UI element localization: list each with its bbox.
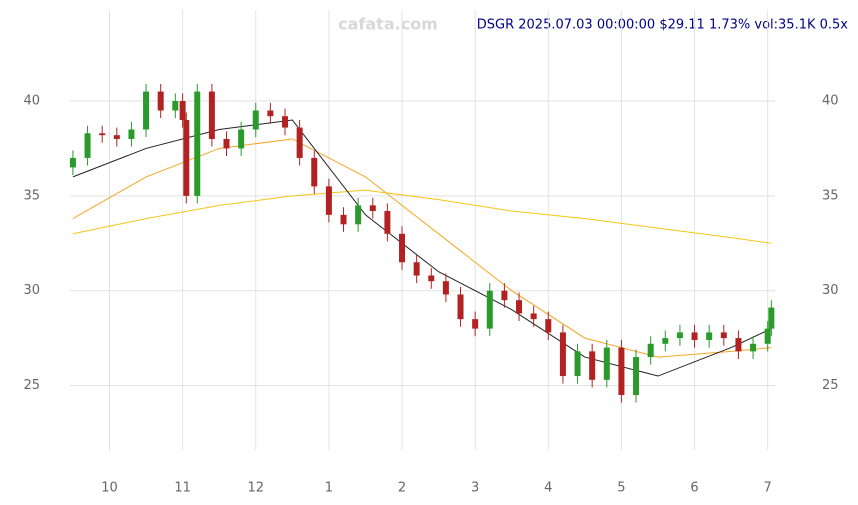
candle-body <box>369 205 376 212</box>
candle-body <box>442 281 449 295</box>
candle-body <box>238 129 245 149</box>
x-tick-label: 7 <box>764 481 772 496</box>
candle-body <box>99 133 106 136</box>
candle-body <box>384 211 391 234</box>
x-tick-label: 4 <box>544 481 552 496</box>
candle-body <box>764 328 771 344</box>
candle-body <box>340 214 347 225</box>
y-tick-label: 40 <box>23 94 40 109</box>
candle-body <box>618 347 625 395</box>
candle-body <box>399 233 406 263</box>
candle-body <box>194 91 201 196</box>
candle-body <box>413 262 420 276</box>
x-tick-label: 3 <box>471 481 479 496</box>
x-tick-label: 6 <box>690 481 698 496</box>
candle-body <box>768 307 775 329</box>
y-tick-label: 35 <box>822 188 839 203</box>
candle-body <box>706 332 713 340</box>
x-tick-label: 1 <box>325 481 333 496</box>
moving-average <box>72 119 772 377</box>
y-tick-label: 25 <box>23 378 40 393</box>
candle-body <box>486 290 493 329</box>
candle-body <box>183 120 190 196</box>
candle-body <box>282 116 289 128</box>
candle-body <box>84 133 91 158</box>
candle-body <box>603 347 610 380</box>
candle-body <box>128 129 135 139</box>
y-tick-label: 35 <box>23 188 40 203</box>
x-tick-label: 10 <box>101 481 118 496</box>
candle-body <box>559 332 566 377</box>
y-tick-label: 40 <box>822 94 839 109</box>
candle-body <box>545 319 552 333</box>
candle-body <box>113 135 120 139</box>
candle-body <box>296 127 303 158</box>
candle-body <box>267 110 274 117</box>
candle-body <box>662 338 669 344</box>
candle-body <box>223 138 230 149</box>
candle-body <box>355 205 362 225</box>
candle-body <box>325 186 332 215</box>
candle-body <box>69 157 76 168</box>
candle-body <box>633 357 640 395</box>
candle-body <box>143 91 150 130</box>
candle-body <box>750 343 757 352</box>
candle-body <box>691 332 698 340</box>
candle-body <box>647 343 654 358</box>
watermark: cafata.com <box>338 15 438 34</box>
chart-title: DSGR 2025.07.03 00:00:00 $29.11 1.73% vo… <box>477 18 849 33</box>
x-tick-label: 5 <box>617 481 625 496</box>
candle-body <box>676 332 683 339</box>
moving-average <box>72 138 772 358</box>
candle-body <box>574 351 581 377</box>
x-tick-label: 11 <box>174 481 191 496</box>
candle-body <box>530 313 537 320</box>
y-tick-label: 25 <box>822 378 839 393</box>
candle-body <box>252 110 259 130</box>
y-tick-label: 30 <box>23 283 40 298</box>
candle-body <box>501 290 508 301</box>
candle-body <box>735 338 742 352</box>
candle-body <box>428 275 435 282</box>
x-tick-label: 2 <box>398 481 406 496</box>
moving-average <box>72 189 772 244</box>
candle-body <box>589 351 596 380</box>
candle-body <box>157 91 164 111</box>
candle-body <box>172 101 179 111</box>
candle-body <box>516 300 523 314</box>
y-tick-label: 30 <box>822 283 839 298</box>
candle-body <box>457 294 464 320</box>
candle-body <box>179 101 186 120</box>
candle-body <box>311 157 318 187</box>
x-tick-label: 12 <box>247 481 264 496</box>
candle-body <box>472 319 479 329</box>
candle-body <box>720 332 727 339</box>
candle-body <box>208 91 215 139</box>
